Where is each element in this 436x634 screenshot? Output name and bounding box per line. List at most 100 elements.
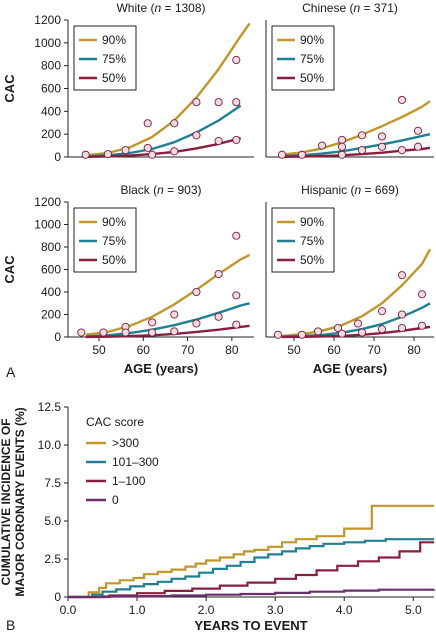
y-tick-label: 200: [41, 308, 61, 322]
panel-b: 0 2.5 5.0 7.5 10.0 12.5 0.0 1.0 2.0 3.0 4.0 5.0 YEAR…: [0, 400, 436, 633]
data-point: [273, 330, 283, 339]
data-point: [357, 328, 367, 337]
x-tick-label: 80: [225, 343, 239, 357]
panel-chinese: Chinese (n = 371) 90% 75% 50%: [265, 1, 434, 159]
data-point: [232, 231, 241, 240]
series-line-2: [85, 137, 241, 158]
data-point: [143, 143, 152, 152]
data-point: [297, 150, 307, 159]
series-line-0: [281, 100, 431, 156]
data-point: [357, 146, 367, 155]
x-axis-label: YEARS TO EVENT: [194, 618, 307, 633]
y-tick-label: 10.0: [38, 438, 62, 452]
data-point: [103, 150, 112, 159]
data-point: [143, 119, 152, 128]
data-point: [277, 150, 287, 159]
data-point: [397, 323, 407, 333]
series-line-0: [85, 253, 251, 336]
data-point: [77, 328, 86, 337]
panel-title-n: = 903): [164, 183, 202, 197]
panel-label-b: B: [6, 617, 15, 633]
data-point: [214, 98, 223, 107]
legend-label: 90%: [102, 215, 126, 229]
data-point: [214, 269, 223, 279]
data-point: [192, 319, 201, 328]
data-point: [377, 307, 387, 316]
x-axis-label: AGE (years): [313, 361, 387, 376]
y-tick-label: 1200: [34, 195, 61, 209]
data-point: [148, 328, 157, 337]
data-point: [232, 135, 241, 144]
y-tick-label: 800: [41, 240, 61, 254]
y-tick-label: 0: [54, 330, 61, 344]
panel-title-n-symbol: n: [154, 1, 161, 15]
data-point: [232, 98, 241, 107]
data-point: [81, 150, 90, 159]
y-tick-label: 7.5: [44, 476, 61, 490]
data-point: [297, 330, 307, 339]
panel-title-n: = 1308): [161, 1, 205, 15]
legend-label: 1–100: [112, 474, 146, 488]
data-point: [397, 95, 407, 104]
data-point: [232, 320, 241, 329]
y-tick-label: 600: [41, 82, 61, 96]
x-tick-label: 5.0: [405, 603, 422, 617]
data-point: [214, 312, 223, 321]
data-point: [232, 291, 241, 300]
panel-title-name: Chinese (: [302, 1, 353, 15]
data-point: [121, 328, 130, 337]
legend-title: CAC score: [86, 415, 144, 429]
y-tick-label: 400: [41, 285, 61, 299]
data-point: [397, 271, 407, 280]
x-tick-label: 3.0: [267, 603, 284, 617]
data-point: [413, 126, 423, 135]
y-axis-label: CAC: [2, 74, 17, 103]
data-point: [99, 328, 108, 337]
data-point: [192, 98, 201, 107]
data-point: [121, 146, 130, 155]
series-line-0: [281, 248, 432, 338]
legend-label: 50%: [102, 253, 126, 267]
x-tick-label: 0.0: [60, 603, 77, 617]
y-tick-label: 600: [41, 263, 61, 277]
data-point: [337, 135, 347, 144]
data-point: [148, 150, 157, 159]
y-tick-label: 2.5: [44, 552, 61, 566]
x-tick-label: 4.0: [336, 603, 353, 617]
data-point: [377, 325, 387, 334]
legend-label: 50%: [102, 71, 126, 85]
panel-hispanic: Hispanic (n = 669) 50 60 70 80 AGE (years) 90%…: [265, 183, 434, 376]
km-series-line-3: [68, 588, 436, 599]
data-point: [337, 329, 347, 338]
data-point: [313, 327, 323, 336]
y-tick-label: 0: [54, 590, 61, 604]
panel-title: Chinese (n = 371): [302, 1, 398, 15]
y-tick-label: 800: [41, 59, 61, 73]
y-axis-label: CAC: [2, 255, 17, 284]
x-tick-label: 2.0: [198, 603, 215, 617]
x-tick-label: 50: [92, 343, 106, 357]
series-line-1: [85, 104, 242, 158]
data-point: [170, 147, 179, 156]
km-series-line-0: [68, 504, 434, 599]
y-tick-label: 400: [41, 104, 61, 118]
panel-label-a: A: [6, 364, 16, 380]
data-point: [337, 150, 347, 159]
y-tick-label: 5.0: [44, 514, 61, 528]
panel-black: Black (n = 903) 0 200 400 600 800 1000 1200 CAC 5…: [2, 183, 254, 376]
data-point: [417, 321, 427, 330]
panel-title: Hispanic (n = 669): [301, 183, 399, 197]
data-point: [170, 327, 179, 336]
data-point: [357, 131, 367, 140]
y-axis-label-line1: CUMULATIVE INCIDENCE OF: [0, 418, 13, 585]
panel-title-n: = 669): [361, 183, 399, 197]
data-point: [397, 146, 407, 155]
legend-label: >300: [112, 436, 139, 450]
data-point: [397, 310, 407, 319]
y-axis-label-line2: MAJOR CORONARY EVENTS (%): [13, 407, 27, 596]
legend-label: 75%: [300, 52, 324, 66]
panel-title: White (n = 1308): [116, 1, 205, 15]
x-tick-label: 70: [367, 343, 381, 357]
panel-title-name: White (: [116, 1, 154, 15]
